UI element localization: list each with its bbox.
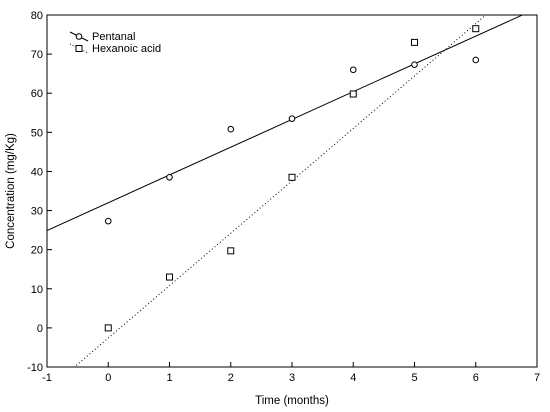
point-pentanal — [104, 217, 112, 225]
y-tick-label: 30 — [31, 206, 43, 218]
x-tick-label: 3 — [289, 372, 295, 384]
plot-frame — [46, 14, 538, 368]
point-hexanoic-acid — [411, 38, 418, 46]
legend: Pentanal Hexanoic acid — [69, 31, 161, 55]
point-pentanal — [288, 115, 296, 122]
fit-line-hexanoic-acid — [73, 15, 487, 367]
point-hexanoic-acid — [349, 90, 357, 98]
y-tick-label: -10 — [27, 362, 43, 374]
point-hexanoic-acid — [472, 25, 480, 33]
y-tick-label: 60 — [31, 88, 43, 100]
point-pentanal — [411, 61, 418, 68]
x-tick-label: 6 — [473, 372, 479, 384]
point-pentanal — [472, 56, 480, 64]
y-tick-label: 10 — [31, 284, 43, 296]
legend-label-hexanoic-acid: Hexanoic acid — [92, 43, 161, 55]
point-hexanoic-acid — [227, 247, 235, 255]
x-tick-label: -1 — [42, 372, 52, 384]
x-tick-label: 7 — [534, 372, 540, 384]
y-axis-label: Concentration (mg/Kg) — [5, 133, 17, 249]
x-axis-label: Time (months) — [255, 395, 329, 407]
y-tick-label: 40 — [31, 166, 43, 178]
legend-marker-hexanoic-acid — [75, 45, 83, 52]
point-pentanal — [227, 125, 235, 133]
x-tick-label: 4 — [350, 372, 356, 384]
point-pentanal — [166, 174, 173, 181]
y-tick-label: 80 — [31, 10, 43, 22]
x-tick-label: 1 — [166, 372, 172, 384]
point-hexanoic-acid — [288, 173, 296, 181]
y-tick-label: 70 — [31, 49, 43, 61]
point-hexanoic-acid — [166, 273, 173, 281]
plot-layer — [47, 15, 524, 367]
y-tick-label: 20 — [31, 245, 43, 257]
legend-line-hexanoic-acid — [69, 43, 89, 54]
point-pentanal — [349, 66, 357, 74]
y-tick-label: 0 — [37, 323, 43, 335]
legend-marker-pentanal — [75, 33, 83, 40]
x-tick-label: 2 — [228, 372, 234, 384]
y-tick-label: 50 — [31, 127, 43, 139]
legend-label-pentanal: Pentanal — [92, 31, 135, 43]
point-hexanoic-acid — [104, 324, 112, 332]
x-tick-label: 0 — [105, 372, 111, 384]
x-tick-label: 5 — [411, 372, 417, 384]
